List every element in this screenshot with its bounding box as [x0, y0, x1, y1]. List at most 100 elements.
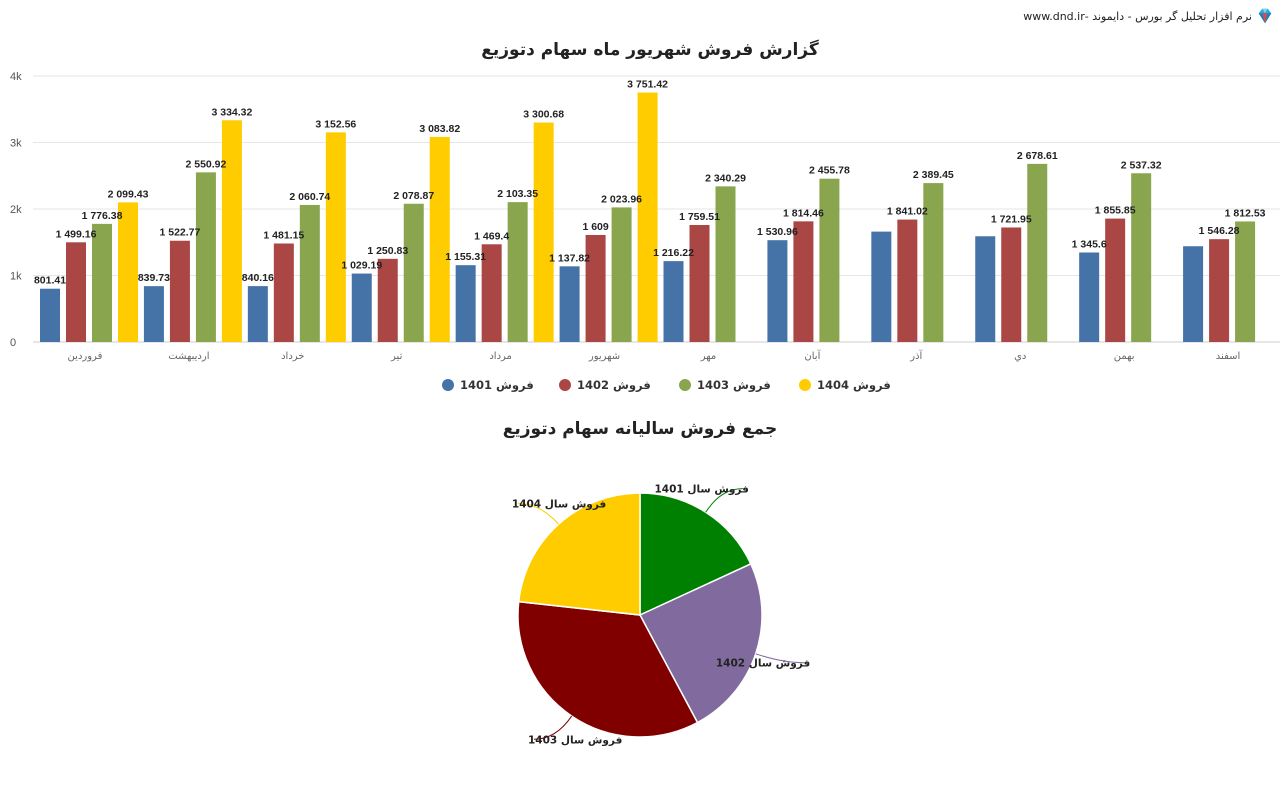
bar	[533, 122, 554, 342]
bar	[897, 219, 918, 342]
bar	[66, 242, 86, 342]
legend-marker	[442, 379, 454, 391]
data-label: 3 083.82	[419, 123, 460, 135]
bar	[1183, 246, 1204, 342]
legend-item[interactable]: فروش 1404	[799, 378, 891, 393]
data-label: 840.16	[242, 272, 274, 284]
branding: نرم افزار تحلیل گر بورس - دایموند -www.d…	[1023, 6, 1274, 26]
data-label: 2 340.29	[705, 172, 746, 184]
x-tick-label: اسفند	[1216, 351, 1240, 362]
bar-chart-x-axis: فروردین اردیبهشت خرداد تیر مرداد شهریور مهر آبا…	[68, 349, 1241, 362]
pie-leader-line	[533, 715, 573, 740]
bar	[273, 243, 294, 342]
data-label: 1 029.19	[341, 260, 382, 272]
bar	[975, 236, 996, 342]
bar	[247, 286, 268, 342]
data-label: 1 522.77	[159, 227, 200, 239]
pie-label: فروش سال 1403	[528, 734, 622, 746]
diamond-icon	[1258, 8, 1272, 24]
data-label: 1 469.4	[474, 230, 509, 242]
branding-text: نرم افزار تحلیل گر بورس - دایموند -www.d…	[1023, 9, 1252, 23]
data-label: 2 550.92	[185, 158, 226, 170]
pie-label: فروش سال 1404	[512, 498, 606, 510]
bar	[559, 266, 580, 342]
bar	[611, 207, 632, 342]
bar	[403, 203, 424, 342]
pie-label: فروش سال 1401	[654, 484, 748, 496]
data-label: 1 609	[582, 221, 608, 233]
data-label: 3 751.42	[627, 79, 668, 91]
legend-label: فروش 1401	[460, 378, 534, 393]
data-label: 1 137.82	[549, 252, 590, 264]
bar	[377, 258, 398, 342]
legend-item[interactable]: فروش 1402	[559, 378, 651, 393]
bar	[40, 288, 60, 342]
data-label: 1 841.02	[887, 206, 928, 218]
y-tick-label: 4k	[10, 71, 22, 83]
bar	[1079, 252, 1100, 342]
y-tick-label: 1k	[10, 271, 22, 283]
data-label: 1 776.38	[82, 210, 123, 222]
y-tick-label: 2k	[10, 204, 22, 216]
bar	[923, 183, 944, 342]
data-label: 1 345.6	[1072, 239, 1107, 251]
data-label: 1 499.16	[56, 228, 97, 240]
data-label: 1 812.53	[1225, 207, 1266, 219]
bar	[455, 265, 476, 342]
data-label: 2 078.87	[393, 190, 434, 202]
pie-slice	[638, 562, 763, 724]
bar	[351, 273, 372, 342]
pie-leader-line	[755, 653, 805, 664]
pie-slice	[517, 600, 699, 738]
bar-chart-title: گزارش فروش شهریور ماه سهام دتوزیع	[481, 39, 819, 60]
data-label: 801.41	[34, 275, 66, 287]
bar	[715, 186, 736, 342]
data-label: 3 334.32	[211, 106, 252, 118]
bar	[92, 223, 112, 342]
data-label: 2 060.74	[289, 191, 330, 203]
bar	[143, 286, 164, 342]
legend-marker	[559, 379, 571, 391]
x-tick-label: شهریور	[588, 351, 620, 362]
data-label: 1 250.83	[367, 245, 408, 257]
bar-chart-bars	[40, 92, 1256, 342]
legend-label: فروش 1403	[697, 378, 771, 393]
data-label: 3 152.56	[315, 118, 356, 130]
x-tick-label: مرداد	[489, 351, 512, 362]
data-label: 1 814.46	[783, 207, 824, 219]
bar	[871, 231, 892, 342]
bar	[767, 240, 788, 342]
bar	[221, 120, 242, 342]
legend-item[interactable]: فروش 1401	[442, 378, 534, 393]
x-tick-label: خرداد	[281, 351, 304, 362]
bar-chart-y-axis: 0 1k 2k 3k 4k	[10, 71, 22, 349]
bar-chart-data-labels: 801.41 1 499.16 1 776.38 2 099.43 839.73 1 52…	[34, 79, 1266, 287]
bar-chart-legend[interactable]: فروش 1401 فروش 1402 فروش 1403 فروش 1404	[442, 378, 891, 393]
y-tick-label: 0	[10, 337, 16, 349]
x-tick-label: فروردین	[68, 351, 103, 362]
bar	[1001, 227, 1022, 342]
legend-item[interactable]: فروش 1403	[679, 378, 771, 393]
x-tick-label: آذر	[909, 349, 923, 362]
data-label: 1 530.96	[757, 226, 798, 238]
x-tick-label: دي	[1014, 351, 1026, 362]
bar	[689, 224, 710, 342]
data-label: 2 023.96	[601, 193, 642, 205]
pie-leader-line	[705, 488, 743, 513]
data-label: 1 216.22	[653, 247, 694, 259]
y-tick-label: 3k	[10, 138, 22, 150]
bar	[793, 221, 814, 342]
legend-marker	[799, 379, 811, 391]
bar	[507, 202, 528, 342]
data-label: 1 481.15	[263, 230, 304, 242]
bar	[325, 132, 346, 342]
x-tick-label: اردیبهشت	[168, 351, 209, 362]
x-tick-label: تیر	[390, 351, 403, 362]
pie-label: فروش سال 1402	[716, 658, 810, 670]
x-tick-label: مهر	[700, 351, 716, 362]
legend-label: فروش 1404	[817, 378, 891, 393]
data-label: 2 103.35	[497, 188, 538, 200]
pie-leader-line	[517, 502, 559, 525]
data-label: 3 300.68	[523, 109, 564, 121]
